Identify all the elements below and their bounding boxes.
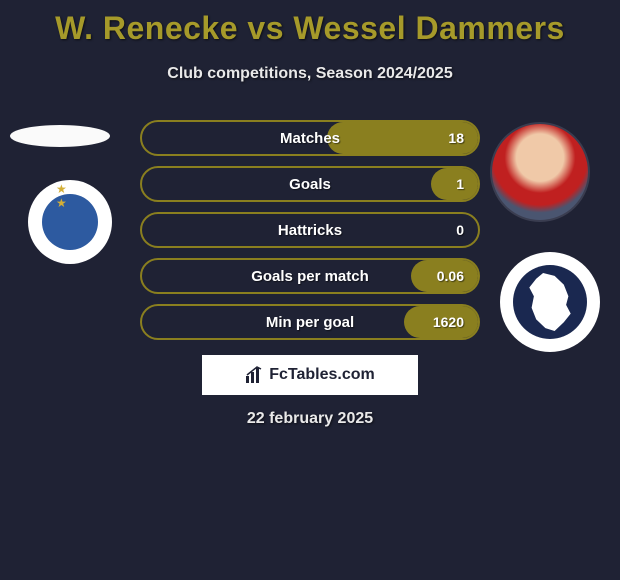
stat-label: Hattricks [278, 222, 342, 239]
stat-row: Goals 1 [140, 166, 480, 202]
player-left-avatar [10, 125, 110, 147]
stat-label: Goals per match [251, 268, 369, 285]
stat-label: Matches [280, 130, 340, 147]
stat-row: Matches 18 [140, 120, 480, 156]
stat-label: Min per goal [266, 314, 354, 331]
stat-label: Goals [289, 176, 331, 193]
stat-value-right: 1620 [433, 314, 464, 330]
date-text: 22 february 2025 [0, 410, 620, 428]
player-right-avatar [490, 122, 590, 222]
stat-fill [431, 168, 478, 200]
club-left-badge: ★ ★ [28, 180, 112, 264]
page-title: W. Renecke vs Wessel Dammers [0, 0, 620, 47]
club-left-stars-icon: ★ ★ [56, 182, 84, 210]
subtitle: Club competitions, Season 2024/2025 [0, 65, 620, 83]
chart-icon [245, 366, 263, 384]
stat-row: Min per goal 1620 [140, 304, 480, 340]
stat-value-right: 1 [456, 176, 464, 192]
club-right-badge [500, 252, 600, 352]
stats-container: Matches 18 Goals 1 Hattricks 0 Goals per… [140, 120, 480, 350]
stat-value-right: 18 [448, 130, 464, 146]
brand-box: FcTables.com [202, 355, 418, 395]
stat-value-right: 0 [456, 222, 464, 238]
club-right-horse-icon [527, 273, 573, 331]
stat-value-right: 0.06 [437, 268, 464, 284]
stat-row: Hattricks 0 [140, 212, 480, 248]
stat-row: Goals per match 0.06 [140, 258, 480, 294]
brand-text: FcTables.com [269, 366, 375, 384]
